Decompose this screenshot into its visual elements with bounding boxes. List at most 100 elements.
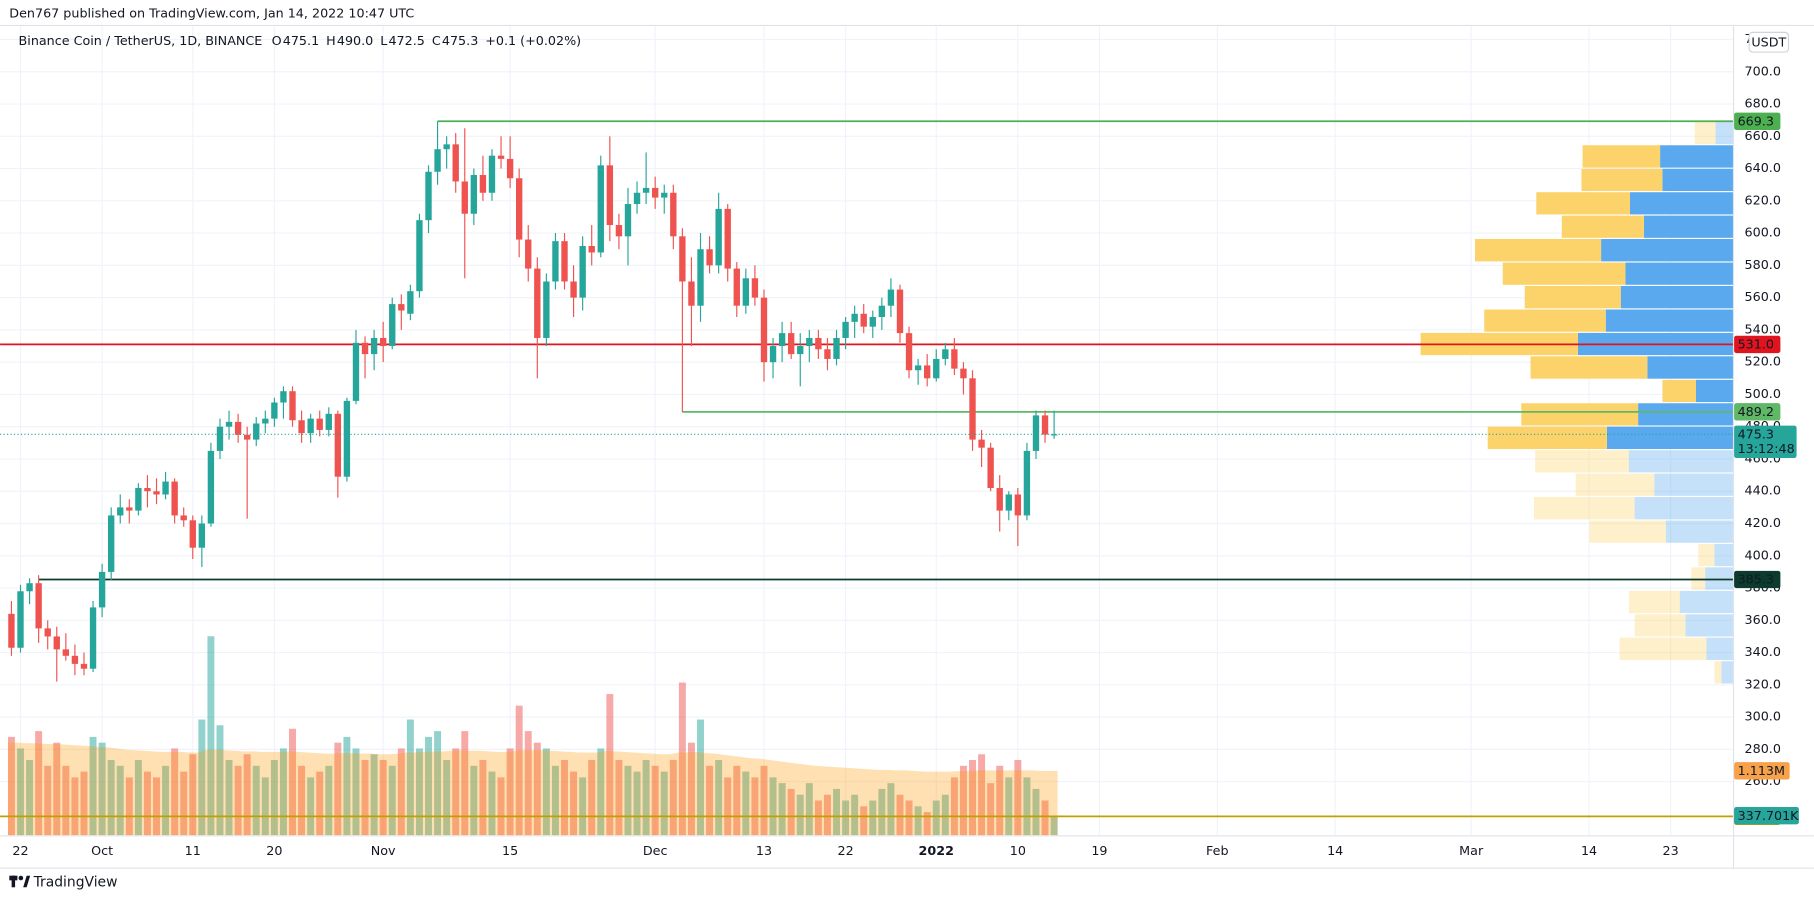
profile-up (1705, 567, 1733, 590)
x-tick-label: 2022 (919, 843, 954, 858)
volume-bar (597, 748, 605, 836)
x-tick-label: 23 (1663, 843, 1679, 858)
profile-up (1714, 543, 1733, 567)
candle-body (1023, 450, 1031, 516)
level-badge: 669.3 (1738, 113, 1774, 128)
candle-body (697, 249, 704, 306)
level-badge: 489.2 (1738, 404, 1774, 419)
volume-bar (1050, 815, 1058, 836)
volume-bar (98, 742, 106, 836)
profile-down (1698, 543, 1715, 567)
volume-bar (125, 777, 133, 836)
profile-down (1561, 215, 1644, 238)
candle-body (316, 418, 323, 430)
volume-bar (869, 800, 877, 836)
candle-body (896, 289, 904, 334)
candle-body (806, 337, 813, 347)
profile-down (1628, 590, 1680, 614)
profile-down (1582, 145, 1661, 168)
profile-up (1679, 590, 1733, 614)
volume-bar (833, 788, 840, 836)
level-badge: 385.3 (1738, 572, 1774, 587)
volume-bar (706, 765, 714, 836)
profile-down (1581, 168, 1663, 192)
candle-body (987, 447, 994, 489)
candle-body (787, 333, 795, 355)
candle-body (162, 481, 169, 495)
volume-bar (642, 760, 650, 836)
candle-body (298, 420, 305, 434)
profile-up (1654, 473, 1733, 496)
candle-body (62, 649, 70, 656)
volume-bar (443, 760, 451, 836)
volume-bar (26, 760, 34, 836)
candle-body (951, 349, 958, 369)
candle-body (189, 520, 196, 548)
axes: 22 Oct 11 20 Nov 15 Dec 13 22 2022 10 19 Feb 14 Mar 14 2… (12, 31, 1799, 858)
candle-body (960, 368, 967, 379)
volume-bar (1023, 777, 1031, 836)
y-tick-label: 420.0 (1745, 515, 1781, 530)
currency-box[interactable] (1748, 31, 1790, 53)
candle-body (325, 413, 332, 430)
volume-bar (171, 748, 179, 836)
profile-down (1533, 496, 1635, 520)
candle-body (262, 418, 269, 424)
candle-body (724, 208, 731, 269)
profile-down (1521, 403, 1639, 426)
profile-down (1487, 426, 1607, 450)
volume-badge: 337.701K (1738, 808, 1800, 823)
x-tick-label: 19 (1091, 843, 1107, 858)
candle-body (1032, 415, 1040, 451)
profile-up (1715, 121, 1733, 145)
volume-bar (842, 800, 850, 836)
brand-logo (9, 875, 31, 888)
volume-ma-area (7, 742, 1058, 836)
brand: TradingView (33, 875, 118, 891)
volume-bar (252, 765, 260, 836)
candle-body (307, 418, 314, 434)
currency[interactable]: USDT (1751, 34, 1786, 49)
level-badge-bg (1734, 403, 1781, 421)
y-tick-label: 700.0 (1745, 63, 1781, 78)
candle-body (606, 165, 614, 226)
y-tick-label: 520.0 (1745, 354, 1781, 369)
x-tick-label: 10 (1010, 843, 1026, 858)
level-badge-bg (1734, 112, 1781, 130)
volume-bar (533, 742, 541, 836)
profile-up (1643, 215, 1733, 238)
volume-bar (44, 765, 52, 836)
y-tick-label: 440.0 (1745, 483, 1781, 498)
x-tick-label: 11 (185, 843, 201, 858)
volume-bar (452, 748, 460, 836)
candle-body (905, 333, 913, 371)
profile-down (1502, 262, 1626, 285)
profile-up (1706, 637, 1733, 661)
candle-body (715, 208, 722, 266)
profile-down (1619, 637, 1707, 661)
profile-up (1685, 614, 1733, 637)
profile-up (1721, 661, 1733, 684)
candle-body (842, 321, 849, 338)
profile-down (1714, 661, 1722, 684)
volume-bar (751, 777, 759, 836)
candle-body (389, 304, 396, 347)
volume-bar (234, 765, 242, 836)
volume-bar (153, 777, 160, 836)
candle-body (978, 439, 985, 448)
volume-bar (715, 760, 723, 836)
y-tick-label: 680.0 (1745, 96, 1781, 111)
volume-bar (415, 748, 423, 836)
x-tick-label: Feb (1206, 843, 1229, 858)
candle-body (452, 144, 459, 182)
profile-down (1535, 450, 1629, 473)
volume-bar (633, 771, 641, 836)
x-tick-label: Dec (643, 843, 668, 858)
ohlc-value: 472.5 (388, 33, 424, 48)
candle-body (543, 281, 550, 338)
volume-bar (243, 754, 251, 836)
candle-body (253, 423, 260, 440)
volume-bar (71, 777, 79, 836)
volume-bar (588, 760, 596, 836)
volume-bar (479, 760, 487, 836)
